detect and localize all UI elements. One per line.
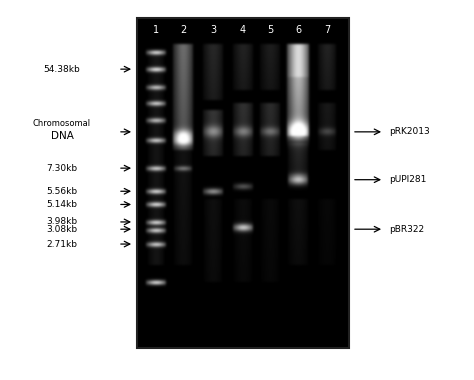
Text: 3.08kb: 3.08kb (46, 225, 78, 234)
Text: pBR322: pBR322 (389, 225, 424, 234)
Text: 2.71kb: 2.71kb (46, 239, 78, 249)
Text: 3: 3 (210, 25, 217, 35)
Text: 6: 6 (295, 25, 301, 35)
Text: 5.14kb: 5.14kb (46, 200, 78, 209)
Text: 54.38kb: 54.38kb (44, 65, 81, 74)
Text: 4: 4 (240, 25, 246, 35)
Text: pRK2013: pRK2013 (389, 127, 430, 136)
Text: 5.56kb: 5.56kb (46, 187, 78, 196)
Text: pUPI281: pUPI281 (389, 175, 427, 184)
Text: 3.98kb: 3.98kb (46, 217, 78, 226)
Text: Chromosomal: Chromosomal (33, 119, 91, 128)
Text: 1: 1 (153, 25, 159, 35)
Text: 7.30kb: 7.30kb (46, 164, 78, 173)
Text: 7: 7 (325, 25, 331, 35)
Text: 2: 2 (181, 25, 187, 35)
Text: 5: 5 (267, 25, 273, 35)
Text: DNA: DNA (51, 131, 73, 141)
Bar (137, 18, 349, 348)
